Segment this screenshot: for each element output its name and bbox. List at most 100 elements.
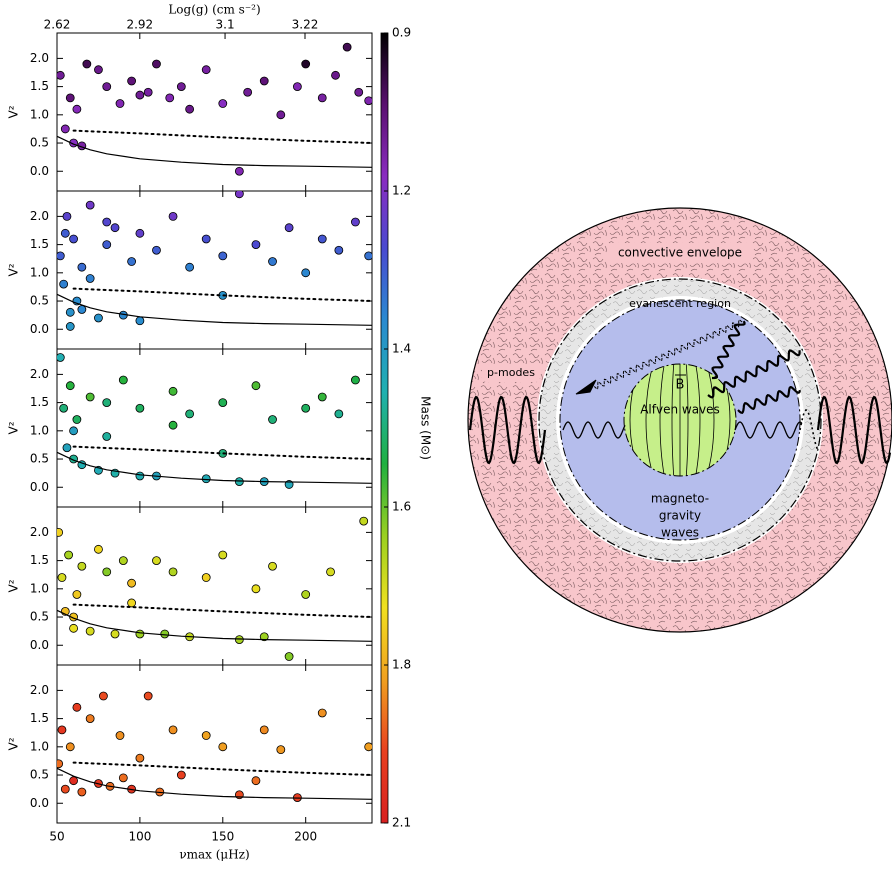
x-tick-label: 50 bbox=[49, 830, 64, 844]
point bbox=[118, 773, 128, 783]
point bbox=[102, 398, 112, 408]
point bbox=[77, 305, 87, 314]
point bbox=[251, 584, 261, 594]
envelope-label: convective envelope bbox=[618, 246, 742, 260]
y-axis-label: V² bbox=[7, 737, 21, 750]
point bbox=[268, 415, 277, 424]
label-box bbox=[607, 243, 753, 263]
point bbox=[69, 623, 78, 633]
plot-frame bbox=[56, 506, 373, 666]
arrow-head bbox=[575, 379, 597, 395]
colorbar-tick-label: 1.6 bbox=[392, 500, 411, 514]
x2-tick-label: 3.1 bbox=[216, 18, 235, 32]
point bbox=[276, 745, 286, 755]
y-tick-label: 2.0 bbox=[30, 525, 49, 539]
point bbox=[135, 471, 145, 481]
point bbox=[201, 731, 211, 740]
point bbox=[201, 234, 211, 244]
y-tick-label: 1.5 bbox=[30, 79, 49, 93]
point bbox=[102, 82, 112, 92]
point bbox=[102, 432, 112, 441]
model-curve bbox=[72, 129, 372, 144]
model-curve bbox=[72, 445, 372, 460]
point bbox=[62, 211, 72, 221]
point bbox=[218, 398, 228, 408]
y-tick-label: 2.0 bbox=[30, 51, 49, 65]
point bbox=[77, 561, 87, 571]
point bbox=[284, 652, 294, 661]
y-tick-label: 1.5 bbox=[30, 553, 49, 567]
point bbox=[168, 725, 178, 735]
y-tick-label: 2.0 bbox=[30, 683, 49, 697]
point bbox=[334, 409, 344, 419]
model-curve bbox=[57, 451, 372, 484]
field-line bbox=[671, 364, 689, 476]
point bbox=[176, 82, 186, 92]
point bbox=[135, 753, 145, 763]
point bbox=[251, 240, 261, 250]
alfven-label: Alfven waves bbox=[640, 403, 720, 417]
point bbox=[259, 725, 269, 735]
plot-frame bbox=[56, 32, 373, 192]
point bbox=[94, 65, 103, 75]
y-tick-label: 0.0 bbox=[30, 164, 49, 178]
point bbox=[135, 316, 145, 326]
point bbox=[234, 166, 244, 176]
point bbox=[135, 90, 145, 100]
y-tick-label: 0.0 bbox=[30, 638, 49, 652]
y-tick-label: 0.5 bbox=[30, 610, 49, 624]
point bbox=[72, 415, 82, 424]
y-axis-label: V² bbox=[7, 263, 21, 276]
point bbox=[65, 381, 75, 391]
point bbox=[77, 262, 87, 272]
point bbox=[251, 776, 261, 786]
point bbox=[292, 82, 302, 92]
colorbar-tick-label: 2.1 bbox=[392, 816, 411, 830]
point bbox=[64, 550, 74, 560]
point bbox=[168, 420, 178, 430]
point bbox=[57, 725, 67, 735]
point bbox=[160, 629, 170, 639]
point bbox=[152, 556, 161, 566]
point bbox=[342, 42, 352, 52]
point bbox=[72, 702, 82, 712]
point bbox=[94, 544, 103, 554]
point bbox=[143, 691, 153, 701]
x2-axis-label: Log(g) (cm s⁻²) bbox=[168, 3, 260, 17]
point bbox=[334, 245, 344, 255]
point bbox=[77, 787, 87, 797]
point bbox=[69, 776, 78, 786]
point bbox=[301, 268, 311, 278]
y-tick-label: 0.5 bbox=[30, 294, 49, 308]
point bbox=[364, 251, 372, 261]
point bbox=[102, 240, 112, 250]
wave bbox=[816, 395, 892, 465]
point bbox=[259, 632, 269, 642]
point bbox=[57, 251, 65, 261]
point bbox=[218, 251, 228, 261]
point bbox=[234, 191, 244, 199]
field-line bbox=[645, 364, 715, 476]
point bbox=[110, 223, 120, 233]
point bbox=[110, 629, 120, 639]
colorbar-label: Mass (M⊙) bbox=[419, 396, 433, 460]
point bbox=[201, 474, 211, 484]
point bbox=[69, 234, 78, 244]
point bbox=[85, 274, 95, 283]
point bbox=[118, 556, 128, 566]
field-label: B bbox=[676, 378, 685, 393]
wave bbox=[468, 395, 547, 465]
point bbox=[127, 598, 137, 608]
wave bbox=[737, 386, 801, 414]
point bbox=[99, 691, 108, 701]
point bbox=[185, 104, 195, 114]
y-tick-label: 0.5 bbox=[30, 768, 49, 782]
waves bbox=[468, 319, 892, 465]
point bbox=[351, 375, 360, 385]
point bbox=[168, 386, 178, 396]
wave bbox=[562, 421, 626, 439]
point bbox=[85, 626, 95, 636]
point bbox=[60, 228, 70, 238]
y-tick-label: 1.5 bbox=[30, 237, 49, 251]
